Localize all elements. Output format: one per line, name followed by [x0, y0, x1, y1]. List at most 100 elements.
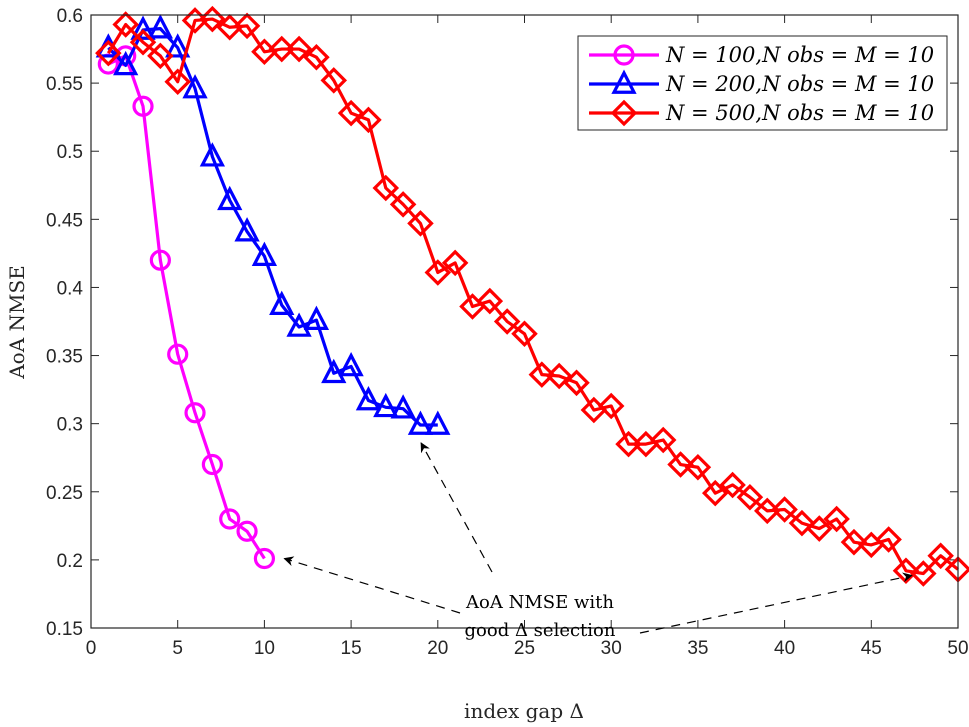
data-point — [736, 483, 764, 511]
data-point — [511, 320, 538, 348]
data-point — [147, 42, 174, 70]
annotation-line-1: AoA NMSE with — [465, 592, 614, 613]
data-point — [321, 358, 347, 384]
data-point — [217, 185, 243, 211]
data-point — [684, 453, 712, 481]
data-point — [545, 362, 573, 390]
x-tick-label: 5 — [172, 638, 183, 659]
legend-marker — [610, 99, 638, 127]
data-point — [182, 74, 208, 99]
y-tick-label: 0.45 — [46, 210, 83, 231]
legend: N = 100,N obs = M = 10 N = 200,N obs = M … — [577, 35, 948, 131]
data-point — [597, 392, 625, 420]
series-line — [107, 27, 438, 427]
x-tick-label: 10 — [254, 638, 275, 659]
x-tick-label: 40 — [774, 638, 795, 659]
data-point — [233, 12, 261, 40]
data-point — [199, 142, 226, 167]
data-point — [303, 43, 330, 71]
data-point — [476, 287, 504, 315]
y-tick-label: 0.25 — [46, 483, 83, 504]
data-point — [615, 430, 642, 458]
data-point — [251, 241, 278, 266]
data-point — [875, 526, 902, 553]
data-point — [424, 259, 452, 286]
data-point — [167, 343, 189, 365]
data-point — [132, 95, 154, 117]
x-axis-title: index gap Δ — [464, 699, 584, 723]
y-tick-label: 0.15 — [46, 619, 83, 640]
x-tick-label: 50 — [947, 638, 968, 659]
data-point — [407, 410, 434, 435]
data-point — [147, 14, 173, 39]
annotation: AoA NMSE with good Δ selection — [283, 442, 913, 641]
legend-label: N = 200,N obs = M = 10 — [665, 72, 934, 96]
data-point — [649, 426, 677, 454]
data-point — [667, 451, 694, 478]
data-point — [130, 15, 156, 40]
y-tick-label: 0.3 — [57, 415, 83, 436]
x-tick-label: 35 — [687, 638, 708, 659]
data-point — [390, 394, 416, 419]
data-point — [373, 392, 399, 418]
data-point — [95, 39, 122, 67]
data-point — [407, 210, 434, 237]
data-point — [771, 496, 798, 523]
data-point — [303, 305, 330, 330]
data-point — [236, 520, 258, 542]
series-line — [106, 17, 959, 576]
data-point — [425, 410, 451, 435]
legend-marker — [613, 44, 635, 66]
annotation-arrow — [420, 442, 493, 573]
data-point — [528, 361, 556, 388]
legend-marker — [611, 69, 637, 94]
x-tick-label: 45 — [861, 638, 882, 659]
data-point — [253, 547, 275, 570]
data-point — [113, 50, 139, 76]
data-point — [269, 290, 295, 316]
x-tick-labels: 0 5 10 15 20 25 30 35 40 45 50 — [86, 638, 969, 659]
data-point — [823, 505, 850, 533]
data-point — [337, 99, 365, 127]
data-point — [112, 11, 139, 38]
data-point — [285, 35, 313, 63]
data-point — [355, 386, 382, 411]
y-tick-label: 0.35 — [46, 347, 83, 368]
data-point — [129, 28, 157, 56]
y-axis-title: AoA NMSE — [5, 265, 29, 380]
data-point — [286, 312, 312, 337]
y-tick-label: 0.5 — [57, 142, 83, 163]
x-tick-label: 15 — [341, 638, 362, 659]
data-point — [268, 35, 296, 63]
data-point — [338, 351, 364, 377]
y-tick-label: 0.4 — [57, 278, 84, 299]
data-point — [563, 369, 590, 397]
data-point — [806, 515, 833, 542]
data-point — [320, 67, 348, 94]
annotation-arrow — [639, 572, 913, 634]
data-point — [372, 174, 400, 202]
annotation-line-2: good Δ selection — [465, 620, 616, 641]
x-tick-label: 25 — [514, 638, 535, 659]
y-tick-labels: 0.15 0.2 0.25 0.3 0.35 0.4 0.45 0.5 0.55 0.6 — [46, 6, 83, 640]
data-point — [219, 508, 241, 530]
data-point — [493, 308, 521, 335]
y-tick-label: 0.6 — [57, 6, 83, 27]
data-point — [149, 249, 171, 271]
y-tick-label: 0.2 — [57, 551, 83, 572]
series-line — [107, 54, 266, 560]
data-point — [164, 68, 191, 96]
series-3 — [95, 5, 969, 587]
data-point — [201, 453, 223, 476]
data-point — [234, 217, 260, 242]
data-point — [165, 33, 191, 58]
data-point — [840, 528, 868, 556]
legend-label: N = 500,N obs = M = 10 — [665, 101, 934, 125]
data-point — [355, 106, 382, 134]
legend-label: N = 100,N obs = M = 10 — [665, 43, 934, 67]
data-point — [184, 402, 206, 424]
data-point — [389, 191, 417, 218]
x-tick-label: 30 — [601, 638, 622, 659]
plot-frame — [90, 14, 959, 629]
